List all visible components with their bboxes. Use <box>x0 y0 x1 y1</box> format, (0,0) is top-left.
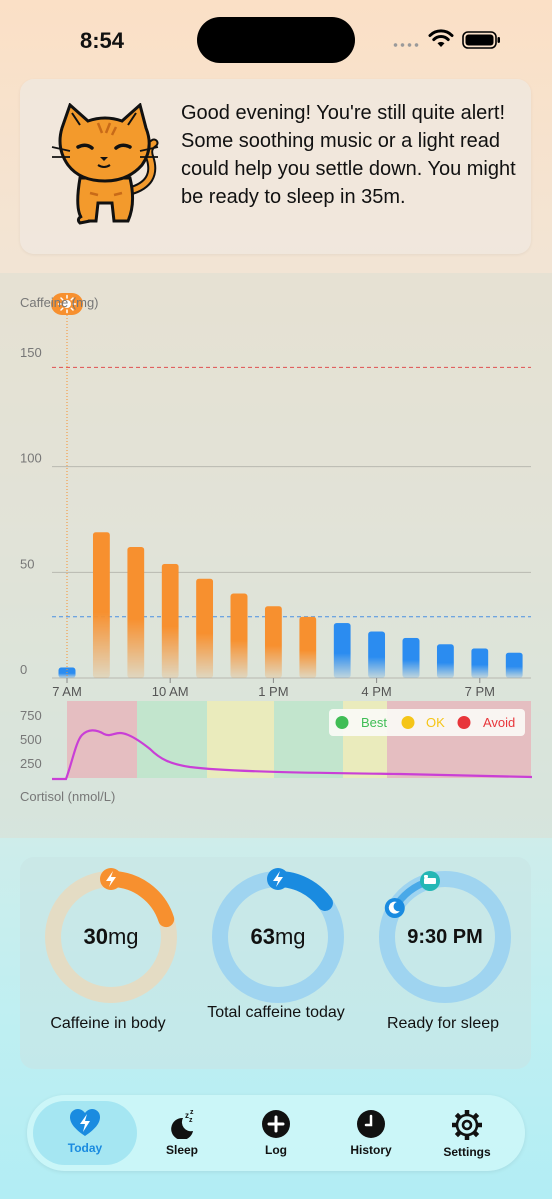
legend-dot-best <box>335 716 349 729</box>
tab-settings[interactable]: Settings <box>417 1101 517 1165</box>
total-caffeine-label: Total caffeine today <box>207 1004 345 1021</box>
svg-text:z: z <box>189 1117 193 1124</box>
caffeine-bar <box>196 578 214 678</box>
caffeine-bar <box>92 532 110 678</box>
legend-dot-avoid <box>457 716 471 729</box>
gear-icon <box>452 1110 482 1140</box>
caffeine-bar <box>402 637 420 678</box>
caffeine-axis-label: Caffeine (mg) <box>20 295 99 310</box>
legend-dot-ok <box>401 716 415 729</box>
tab-sleep-label: Sleep <box>165 1143 198 1157</box>
caffeine-in-body-label: Caffeine in body <box>50 1015 166 1032</box>
y-tick-label: 50 <box>20 556 34 571</box>
cortisol-zone-ok <box>207 701 274 778</box>
caffeine-bar <box>230 593 248 678</box>
moon-icon <box>384 898 405 918</box>
legend-label-avoid: Avoid <box>483 715 515 730</box>
caffeine-bar <box>264 606 282 678</box>
plus-circle-icon <box>262 1110 290 1138</box>
legend-label-ok: OK <box>426 715 445 730</box>
cortisol-axis-label: Cortisol (nmol/L) <box>20 789 116 804</box>
clock-icon <box>357 1110 385 1138</box>
mascot-message-text: Good evening! You're still quite alert! … <box>181 102 516 208</box>
ring-track <box>379 871 511 1003</box>
ready-for-sleep-label: Ready for sleep <box>386 1015 500 1032</box>
cortisol-tick-label: 750 <box>20 708 42 723</box>
tab-log-label: Log <box>265 1143 287 1157</box>
bed-icon <box>419 870 440 891</box>
tab-today[interactable]: Today <box>33 1101 137 1165</box>
legend-label-best: Best <box>361 715 387 730</box>
y-tick-label: 0 <box>20 662 27 677</box>
x-tick-label: 7 PM <box>465 684 495 699</box>
x-tick-label: 4 PM <box>361 684 391 699</box>
cortisol-legend: Best OK Avoid <box>329 709 525 736</box>
cellular-signal-icon <box>392 43 420 47</box>
cortisol-zone-avoid <box>67 701 137 778</box>
heart-bolt-icon <box>70 1109 100 1136</box>
stats-card: 30 mg Caffeine in body 63 mg Total caffein… <box>20 857 531 1069</box>
caffeine-bar <box>333 623 351 678</box>
dynamic-island <box>197 17 355 63</box>
caffeine-bar <box>161 563 179 678</box>
ring-graphic <box>379 870 511 1003</box>
y-tick-label: 100 <box>20 451 42 466</box>
mascot-message-card: Good evening! You're still quite alert! … <box>20 79 531 254</box>
ready-for-sleep-ring[interactable]: 9:30 PM <box>375 867 515 1007</box>
wifi-icon <box>428 29 454 47</box>
ring-value: 63 mg <box>250 924 306 949</box>
svg-text:z: z <box>190 1109 194 1116</box>
cortisol-tick-label: 500 <box>20 732 42 747</box>
ring-graphic <box>45 868 177 1003</box>
cortisol-line <box>52 729 533 781</box>
y-tick-label: 150 <box>20 345 42 360</box>
caffeine-bar <box>127 546 145 678</box>
moon-zzz-icon: z z z <box>171 1109 194 1139</box>
bolt-icon <box>267 868 289 890</box>
cortisol-zone-best <box>137 701 207 778</box>
status-time: 8:54 <box>80 28 125 53</box>
x-tick-label: 7 AM <box>52 684 82 699</box>
caffeine-bar <box>436 644 454 678</box>
tab-settings-label: Settings <box>443 1145 491 1159</box>
ring-value: 9:30 PM <box>407 925 483 948</box>
caffeine-bar <box>368 631 386 678</box>
tab-bar: Today z z z Sleep Log History <box>27 1095 525 1171</box>
tab-history[interactable]: History <box>321 1101 421 1165</box>
caffeine-bar <box>471 648 489 678</box>
cat-mascot-icon <box>51 103 159 225</box>
sun-icon <box>51 293 83 315</box>
caffeine-chart-panel[interactable]: 0 50 100 150 7 AM 10 AM 1 PM 4 PM 7 PM 750 500 250… <box>0 273 552 838</box>
x-tick-label: 10 AM <box>152 684 189 699</box>
cortisol-tick-label: 250 <box>20 756 42 771</box>
caffeine-in-body-ring[interactable]: 30 mg <box>41 867 181 1007</box>
tab-history-label: History <box>350 1143 392 1157</box>
tab-log[interactable]: Log <box>226 1101 326 1165</box>
ring-graphic <box>212 868 344 1003</box>
caffeine-bar <box>299 616 317 678</box>
status-bar: 8:54 <box>0 0 552 80</box>
x-tick-label: 1 PM <box>258 684 288 699</box>
ring-value: 30 mg <box>83 924 139 949</box>
caffeine-bar <box>505 652 523 678</box>
tab-today-label: Today <box>67 1141 103 1155</box>
total-caffeine-ring[interactable]: 63 mg <box>208 867 348 1007</box>
caffeine-cortisol-chart: 0 50 100 150 7 AM 10 AM 1 PM 4 PM 7 PM 750 500 250… <box>20 293 533 781</box>
tab-sleep[interactable]: z z z Sleep <box>132 1101 232 1165</box>
battery-icon <box>462 31 500 49</box>
svg-text:z: z <box>185 1111 189 1120</box>
bolt-icon <box>100 868 122 890</box>
